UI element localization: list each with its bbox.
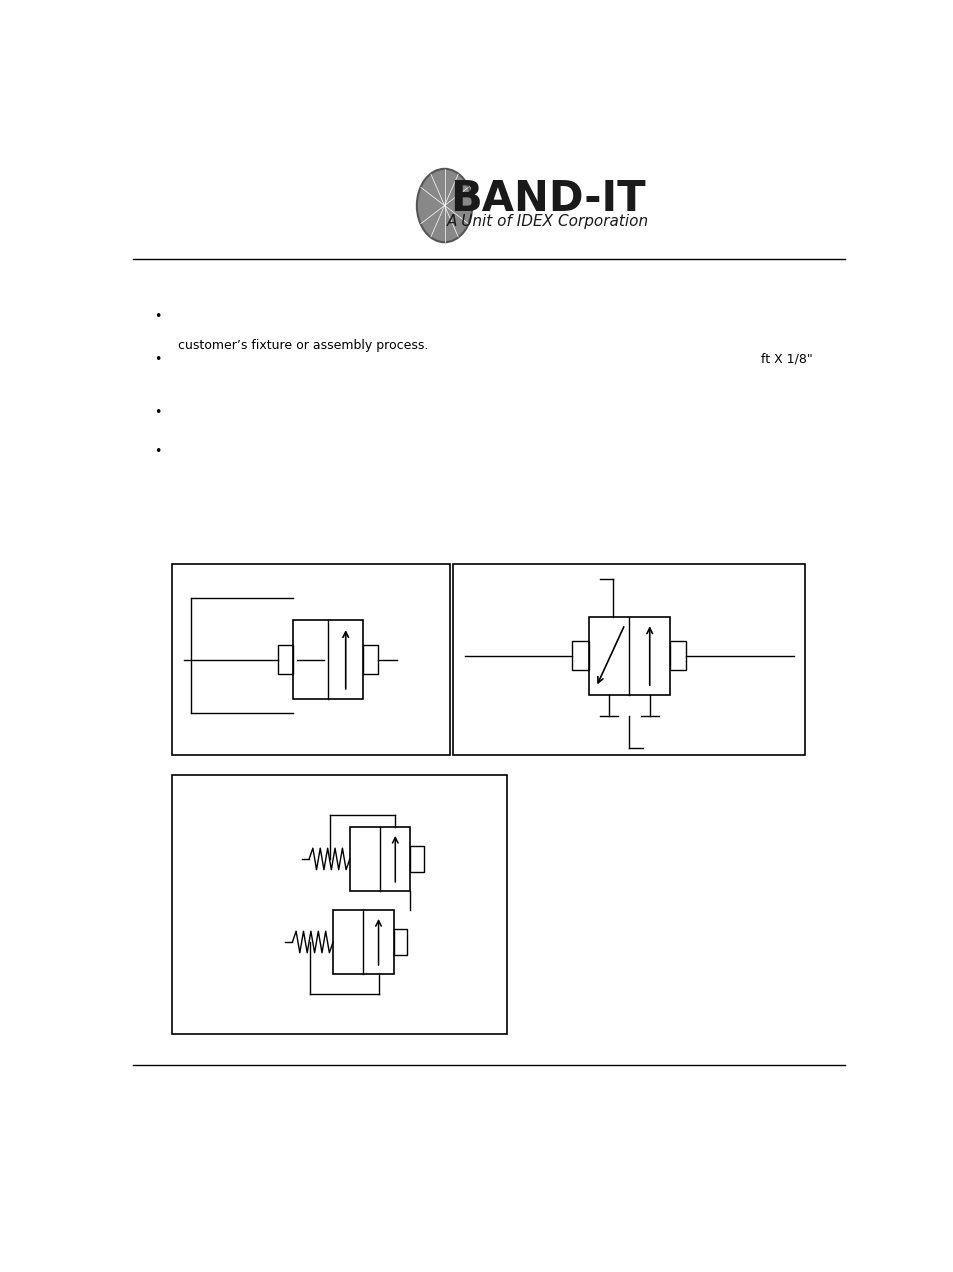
Bar [333, 911, 394, 974]
Bar [394, 930, 407, 955]
Bar [410, 846, 423, 871]
Text: BAND-IT: BAND-IT [450, 178, 645, 220]
Bar [278, 645, 293, 674]
Text: •: • [153, 352, 161, 366]
Bar [350, 827, 410, 890]
Text: •: • [153, 445, 161, 458]
Bar [172, 775, 507, 1034]
Bar [669, 641, 685, 670]
Bar [588, 617, 669, 695]
Text: customer’s fixture or assembly process.: customer’s fixture or assembly process. [178, 340, 428, 352]
Bar [363, 645, 377, 674]
Bar [293, 621, 363, 698]
Bar [572, 641, 588, 670]
Ellipse shape [416, 169, 472, 242]
Text: •: • [153, 406, 161, 418]
Bar [172, 563, 450, 756]
Text: •: • [153, 309, 161, 323]
Text: A Unit of IDEX Corporation: A Unit of IDEX Corporation [447, 214, 648, 229]
Text: ft X 1/8": ft X 1/8" [760, 352, 812, 366]
Bar [453, 563, 804, 756]
